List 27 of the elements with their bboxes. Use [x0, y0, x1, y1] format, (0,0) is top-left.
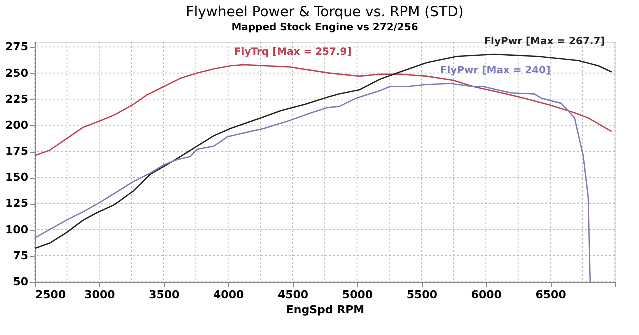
y-tick-label: 275 — [6, 40, 28, 54]
x-tick-label: 4000 — [214, 288, 244, 302]
y-tick-label: 100 — [6, 223, 29, 236]
x-tick-label: 3500 — [149, 288, 180, 302]
x-axis-title: EngSpd RPM — [286, 304, 365, 316]
y-tick-label: 250 — [6, 66, 29, 80]
x-tick-label: 4500 — [278, 288, 309, 302]
y-tick-label: 150 — [6, 171, 29, 184]
series-label: FlyTrq [Max = 257.9] — [234, 46, 352, 58]
x-tick-label: 5500 — [406, 288, 438, 302]
y-tick-label: 50 — [13, 276, 29, 288]
y-tick-label: 125 — [6, 197, 28, 210]
chart-subtitle: Mapped Stock Engine vs 272/256 — [232, 22, 418, 34]
y-tick-label: 175 — [6, 145, 28, 158]
line-series — [34, 64, 613, 156]
y-tick-label: 200 — [6, 118, 29, 132]
chart-title: Flywheel Power & Torque vs. RPM (STD) — [186, 4, 464, 21]
series-label: FlyPwr [Max = 240] — [440, 66, 551, 77]
x-tick-label: 3000 — [84, 288, 116, 302]
x-tick-label: 6000 — [471, 288, 502, 302]
x-tick-label: 5000 — [342, 288, 374, 302]
y-tick-label: 225 — [6, 92, 28, 106]
series-label: FlyPwr [Max = 267.7] — [484, 36, 606, 48]
x-tick-label: 2500 — [36, 288, 66, 302]
line-series — [34, 83, 592, 283]
y-tick-label: 75 — [13, 249, 28, 262]
x-tick-label: 6500 — [536, 288, 567, 302]
